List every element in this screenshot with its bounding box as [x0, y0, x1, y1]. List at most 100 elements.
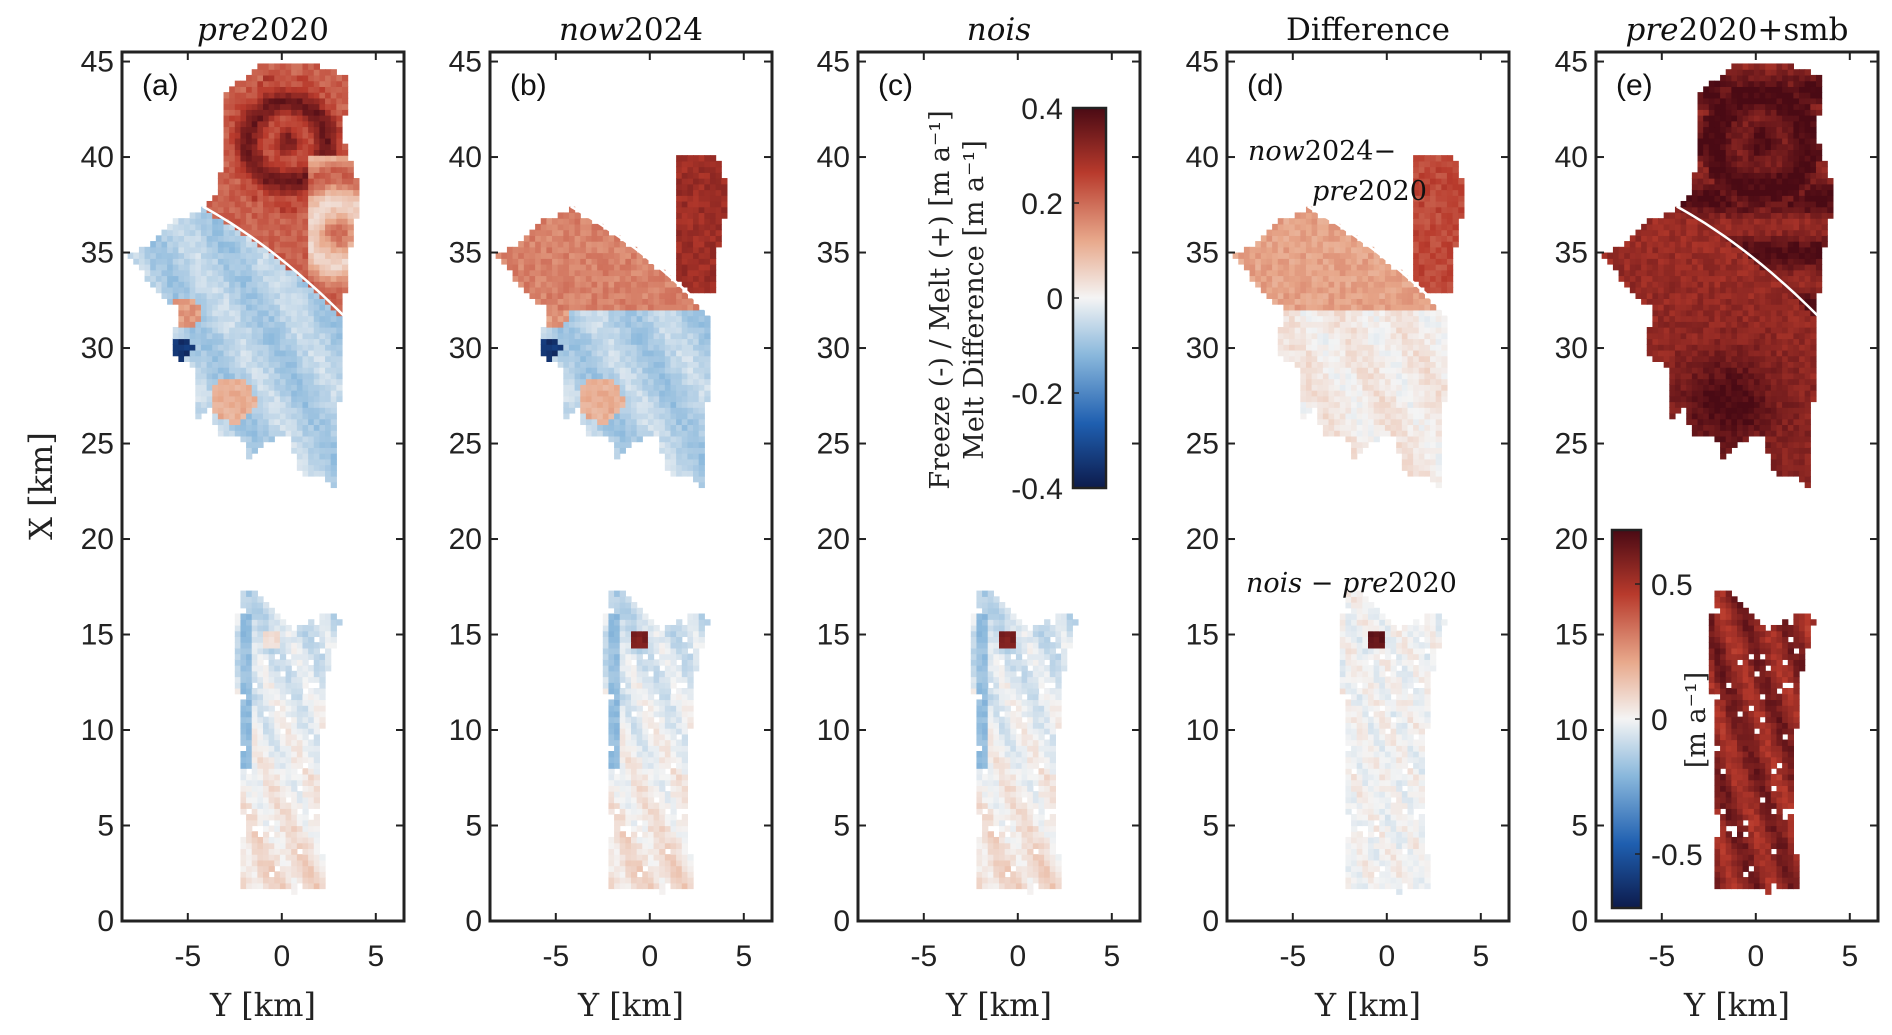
heatmap-cell	[574, 292, 581, 299]
heatmap-cell	[557, 286, 564, 294]
heatmap-cell	[659, 676, 666, 683]
heatmap-cell	[336, 195, 343, 202]
heatmap-cell	[546, 332, 553, 340]
heatmap-cell	[647, 624, 655, 632]
heatmap-cell	[693, 235, 700, 242]
heatmap-cell	[319, 74, 326, 82]
heatmap-cell	[1027, 808, 1034, 815]
heatmap-cell	[698, 435, 705, 443]
heatmap-cell	[670, 722, 677, 729]
heatmap-cell	[240, 659, 247, 666]
heatmap-cell	[325, 395, 332, 403]
heatmap-cell	[246, 848, 253, 855]
heatmap-cell	[982, 670, 989, 678]
heatmap-cell	[268, 258, 275, 265]
heatmap-cell	[597, 367, 604, 374]
heatmap-cell	[336, 183, 343, 191]
heatmap-cell	[1032, 762, 1040, 769]
heatmap-cell	[217, 269, 225, 277]
heatmap-cell	[308, 619, 315, 626]
heatmap-cell	[296, 372, 304, 380]
heatmap-cell	[619, 659, 626, 666]
heatmap-cell	[676, 642, 683, 649]
heatmap-cell	[229, 206, 236, 214]
heatmap-cell	[676, 183, 683, 191]
heatmap-cell	[189, 281, 196, 288]
heatmap-cell	[693, 269, 700, 277]
heatmap-cell	[557, 344, 564, 351]
heatmap-cell	[659, 407, 666, 414]
heatmap-cell	[319, 447, 326, 454]
heatmap-cell	[636, 636, 643, 643]
heatmap-cell	[568, 367, 576, 374]
heatmap-cell	[291, 92, 298, 99]
heatmap-cell	[681, 327, 688, 334]
heatmap-cell	[319, 390, 326, 397]
heatmap-cell	[263, 722, 270, 729]
heatmap-cell	[608, 791, 615, 798]
heatmap-cell	[597, 344, 604, 351]
heatmap-cell	[161, 258, 168, 265]
heatmap-cell	[670, 871, 677, 878]
heatmap-cell	[279, 304, 287, 311]
heatmap-cell	[563, 269, 570, 277]
heatmap-cell	[195, 378, 202, 385]
heatmap-cell	[698, 218, 705, 225]
heatmap-cell	[698, 338, 705, 345]
heatmap-cell	[195, 327, 202, 334]
heatmap-cell	[976, 882, 983, 890]
heatmap-cell	[664, 796, 672, 804]
heatmap-cell	[313, 281, 320, 288]
heatmap-cell	[240, 791, 247, 798]
heatmap-cell	[580, 252, 587, 259]
heatmap-cell	[625, 745, 632, 752]
heatmap-cell	[653, 836, 660, 844]
heatmap-cell	[659, 349, 666, 357]
heatmap-cell	[274, 808, 281, 815]
heatmap-cell	[647, 825, 655, 832]
heatmap-cell	[319, 286, 326, 294]
heatmap-cell	[1044, 785, 1051, 792]
heatmap-cell	[285, 74, 292, 82]
heatmap-cell	[263, 412, 270, 420]
heatmap-cell	[263, 367, 270, 374]
heatmap-cell	[296, 264, 304, 271]
heatmap-cell	[687, 464, 694, 471]
heatmap-cell	[619, 779, 626, 786]
heatmap-cell	[1027, 836, 1034, 844]
heatmap-cell	[302, 252, 309, 259]
heatmap-cell	[263, 304, 270, 311]
heatmap-cell	[721, 206, 728, 214]
heatmap-cell	[585, 361, 593, 368]
heatmap-cell	[557, 269, 564, 277]
heatmap-cell	[325, 418, 332, 426]
heatmap-cell	[251, 602, 258, 609]
heatmap-cell	[698, 384, 705, 391]
heatmap-cell	[341, 149, 349, 156]
heatmap-cell	[1027, 825, 1034, 832]
heatmap-cell	[1027, 756, 1034, 764]
heatmap-cell	[313, 882, 320, 890]
heatmap-cell	[223, 92, 230, 99]
heatmap-cell	[987, 670, 994, 678]
heatmap-cell	[341, 155, 349, 162]
heatmap-cell	[664, 791, 672, 798]
heatmap-cell	[987, 882, 994, 890]
heatmap-cell	[330, 430, 337, 437]
heatmap-cell	[659, 882, 666, 890]
heatmap-cell	[246, 252, 253, 259]
heatmap-cell	[257, 665, 264, 672]
heatmap-cell	[313, 710, 320, 718]
heatmap-cell	[647, 367, 655, 374]
heatmap-cell	[302, 132, 309, 139]
heatmap-cell	[602, 229, 610, 236]
heatmap-cell	[234, 241, 242, 248]
heatmap-cell	[585, 258, 593, 265]
heatmap-cell	[313, 172, 320, 179]
heatmap-cell	[535, 252, 542, 259]
heatmap-cell	[987, 779, 994, 786]
heatmap-cell	[1004, 756, 1011, 764]
heatmap-cell	[279, 796, 287, 804]
heatmap-cell	[552, 298, 559, 305]
heatmap-cell	[715, 223, 722, 231]
